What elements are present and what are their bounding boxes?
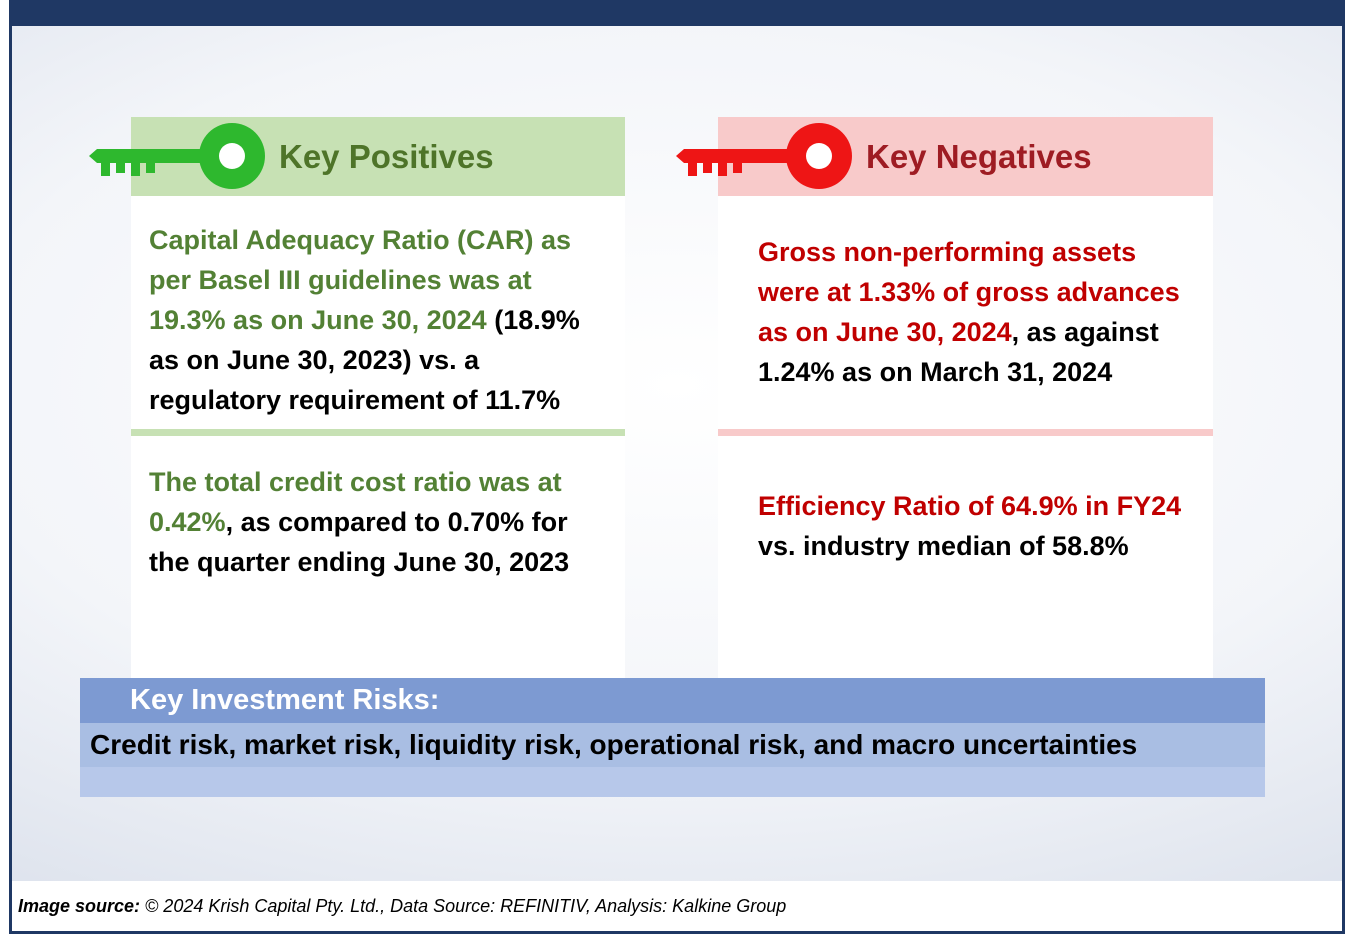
- key-negatives-title: Key Negatives: [866, 138, 1092, 175]
- key-negatives-banner: Key Negatives: [676, 117, 1213, 196]
- source-label: Image source:: [18, 895, 141, 916]
- positive-item-1: Capital Adequacy Ratio (CAR) as per Base…: [131, 196, 625, 429]
- positive-item-1-rest: (18.9% as on June 30, 2023) vs. a regula…: [149, 305, 580, 415]
- key-positives-card: Capital Adequacy Ratio (CAR) as per Base…: [131, 196, 625, 678]
- risks-lower-strip: [80, 767, 1265, 797]
- risks-header: Key Investment Risks:: [80, 678, 1265, 723]
- positive-item-2: The total credit cost ratio was at 0.42%…: [131, 436, 625, 582]
- key-negatives-section: Key Negatives Gross non-performing asset…: [676, 117, 1213, 678]
- source-text: © 2024 Krish Capital Pty. Ltd., Data Sou…: [145, 895, 787, 916]
- positive-item-2-rest: , as compared to 0.70% for the quarter e…: [149, 507, 570, 577]
- key-positives-banner: Key Positives: [89, 117, 625, 196]
- risks-body: Credit risk, market risk, liquidity risk…: [80, 723, 1265, 767]
- key-positives-title: Key Positives: [279, 138, 494, 175]
- negative-item-1: Gross non-performing assets were at 1.33…: [718, 196, 1213, 429]
- outer-frame: Key Positives Capital Adequacy Ratio (CA…: [9, 0, 1345, 934]
- risks-text: Credit risk, market risk, liquidity risk…: [90, 729, 1138, 760]
- key-investment-risks-banner: Key Investment Risks: Credit risk, marke…: [80, 678, 1265, 797]
- negative-item-1-rest: , as against 1.24% as on March 31, 2024: [758, 317, 1159, 387]
- risks-title: Key Investment Risks:: [130, 684, 440, 716]
- negative-item-2: Efficiency Ratio of 64.9% in FY24 vs. in…: [718, 436, 1213, 566]
- negative-item-2-rest: vs. industry median of 58.8%: [758, 531, 1129, 561]
- key-negatives-card: Gross non-performing assets were at 1.33…: [718, 196, 1213, 678]
- source-footer: Image source: © 2024 Krish Capital Pty. …: [12, 881, 1342, 931]
- red-divider: [718, 429, 1213, 436]
- positive-item-1-highlight: Capital Adequacy Ratio (CAR) as per Base…: [149, 225, 572, 335]
- key-positives-section: Key Positives Capital Adequacy Ratio (CA…: [89, 117, 625, 678]
- positive-item-2-highlight: The total credit cost ratio was at 0.42%: [149, 467, 562, 537]
- green-key-icon: [89, 120, 269, 192]
- content-area: Key Positives Capital Adequacy Ratio (CA…: [12, 26, 1342, 881]
- red-key-icon: [676, 120, 856, 192]
- negative-item-1-highlight: Gross non-performing assets were at 1.33…: [758, 237, 1180, 347]
- negative-item-2-highlight: Efficiency Ratio of 64.9% in FY24: [758, 491, 1182, 521]
- green-divider: [131, 429, 625, 436]
